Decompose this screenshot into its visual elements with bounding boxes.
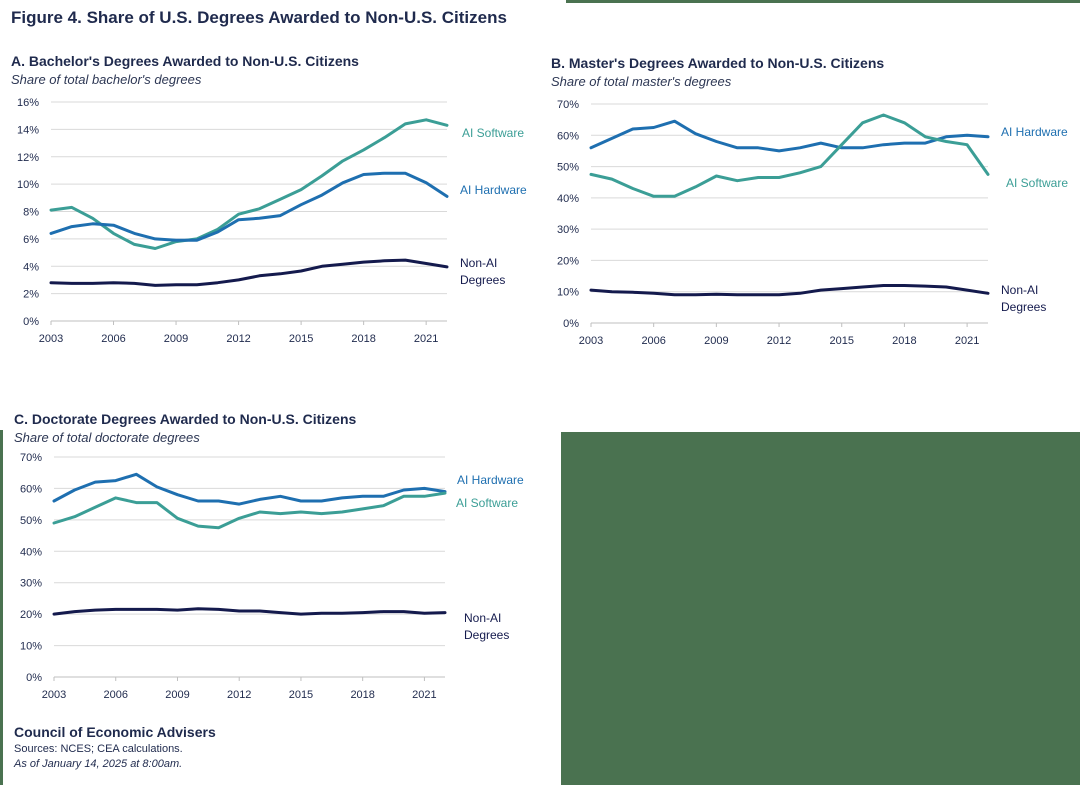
series-label-ai-hardware: AI Hardware bbox=[460, 183, 527, 197]
x-tick-label: 2021 bbox=[414, 333, 438, 345]
series-label-ai-hardware: AI Hardware bbox=[1001, 125, 1068, 139]
footer-timestamp: As of January 14, 2025 at 8:00am. bbox=[14, 758, 183, 770]
x-tick-label: 2012 bbox=[227, 689, 251, 701]
y-tick-label: 60% bbox=[557, 130, 579, 142]
y-tick-label: 0% bbox=[563, 318, 579, 330]
series-label-non-ai: Degrees bbox=[1001, 300, 1046, 314]
figure-title: Figure 4. Share of U.S. Degrees Awarded … bbox=[11, 8, 507, 27]
y-tick-label: 0% bbox=[26, 672, 42, 684]
x-tick-label: 2006 bbox=[101, 333, 125, 345]
x-tick-label: 2015 bbox=[829, 335, 853, 347]
series-label-non-ai: Non-AI bbox=[460, 256, 497, 270]
x-tick-label: 2018 bbox=[350, 689, 374, 701]
y-tick-label: 50% bbox=[20, 515, 42, 527]
y-tick-label: 60% bbox=[20, 483, 42, 495]
series-label-ai-software: AI Software bbox=[1006, 176, 1068, 190]
x-tick-label: 2021 bbox=[955, 335, 979, 347]
series-line-non-ai bbox=[589, 284, 990, 297]
series-line-ai-hardware bbox=[52, 472, 447, 506]
y-tick-label: 40% bbox=[20, 546, 42, 558]
x-tick-label: 2018 bbox=[351, 333, 375, 345]
x-tick-label: 2003 bbox=[39, 333, 63, 345]
y-tick-label: 4% bbox=[23, 261, 39, 273]
x-tick-label: 2021 bbox=[412, 689, 436, 701]
series-label-non-ai: Degrees bbox=[460, 273, 505, 287]
x-tick-label: 2012 bbox=[226, 333, 250, 345]
panel-c-subtitle: Share of total doctorate degrees bbox=[14, 430, 200, 445]
x-tick-label: 2009 bbox=[165, 689, 189, 701]
panel-a-title: A. Bachelor's Degrees Awarded to Non-U.S… bbox=[11, 53, 359, 69]
series-line-ai-hardware bbox=[49, 171, 449, 242]
background-block-bottom-right bbox=[561, 432, 1080, 785]
panel-b-subtitle: Share of total master's degrees bbox=[551, 74, 732, 89]
y-tick-label: 50% bbox=[557, 162, 579, 174]
series-label-ai-software: AI Software bbox=[456, 496, 518, 510]
y-tick-label: 40% bbox=[557, 193, 579, 205]
background-block-top-right bbox=[566, 0, 1080, 3]
panel-a-subtitle: Share of total bachelor's degrees bbox=[11, 72, 202, 87]
panel-c-title: C. Doctorate Degrees Awarded to Non-U.S.… bbox=[14, 411, 357, 427]
x-tick-label: 2003 bbox=[579, 335, 603, 347]
series-line-non-ai bbox=[49, 258, 449, 287]
y-tick-label: 10% bbox=[17, 179, 39, 191]
footer-sources: Sources: NCES; CEA calculations. bbox=[14, 743, 183, 755]
y-tick-label: 2% bbox=[23, 289, 39, 301]
x-tick-label: 2009 bbox=[164, 333, 188, 345]
y-tick-label: 0% bbox=[23, 316, 39, 328]
footer-organization: Council of Economic Advisers bbox=[14, 724, 216, 740]
series-label-ai-hardware: AI Hardware bbox=[457, 473, 524, 487]
x-tick-label: 2018 bbox=[892, 335, 916, 347]
y-tick-label: 8% bbox=[23, 207, 39, 219]
y-tick-label: 12% bbox=[17, 152, 39, 164]
series-label-non-ai: Degrees bbox=[464, 628, 509, 642]
y-tick-label: 6% bbox=[23, 234, 39, 246]
y-tick-label: 20% bbox=[557, 255, 579, 267]
x-tick-label: 2015 bbox=[289, 333, 313, 345]
series-label-ai-software: AI Software bbox=[462, 126, 524, 140]
series-label-non-ai: Non-AI bbox=[1001, 283, 1038, 297]
series-line-non-ai bbox=[52, 607, 447, 616]
y-tick-label: 20% bbox=[20, 609, 42, 621]
y-tick-label: 10% bbox=[557, 287, 579, 299]
x-tick-label: 2006 bbox=[103, 689, 127, 701]
series-line-ai-hardware bbox=[589, 119, 990, 153]
y-tick-label: 10% bbox=[20, 641, 42, 653]
panel-b-title: B. Master's Degrees Awarded to Non-U.S. … bbox=[551, 55, 885, 71]
y-tick-label: 14% bbox=[17, 124, 39, 136]
series-line-ai-software bbox=[589, 113, 990, 198]
x-tick-label: 2003 bbox=[42, 689, 66, 701]
y-tick-label: 30% bbox=[557, 224, 579, 236]
series-line-ai-software bbox=[52, 491, 447, 530]
y-tick-label: 70% bbox=[557, 99, 579, 111]
y-tick-label: 16% bbox=[17, 97, 39, 109]
series-label-non-ai: Non-AI bbox=[464, 611, 501, 625]
y-tick-label: 30% bbox=[20, 578, 42, 590]
background-block-left-strip bbox=[0, 430, 3, 785]
x-tick-label: 2006 bbox=[641, 335, 665, 347]
x-tick-label: 2009 bbox=[704, 335, 728, 347]
y-tick-label: 70% bbox=[20, 452, 42, 464]
series-line-ai-software bbox=[49, 118, 449, 250]
x-tick-label: 2012 bbox=[767, 335, 791, 347]
x-tick-label: 2015 bbox=[289, 689, 313, 701]
